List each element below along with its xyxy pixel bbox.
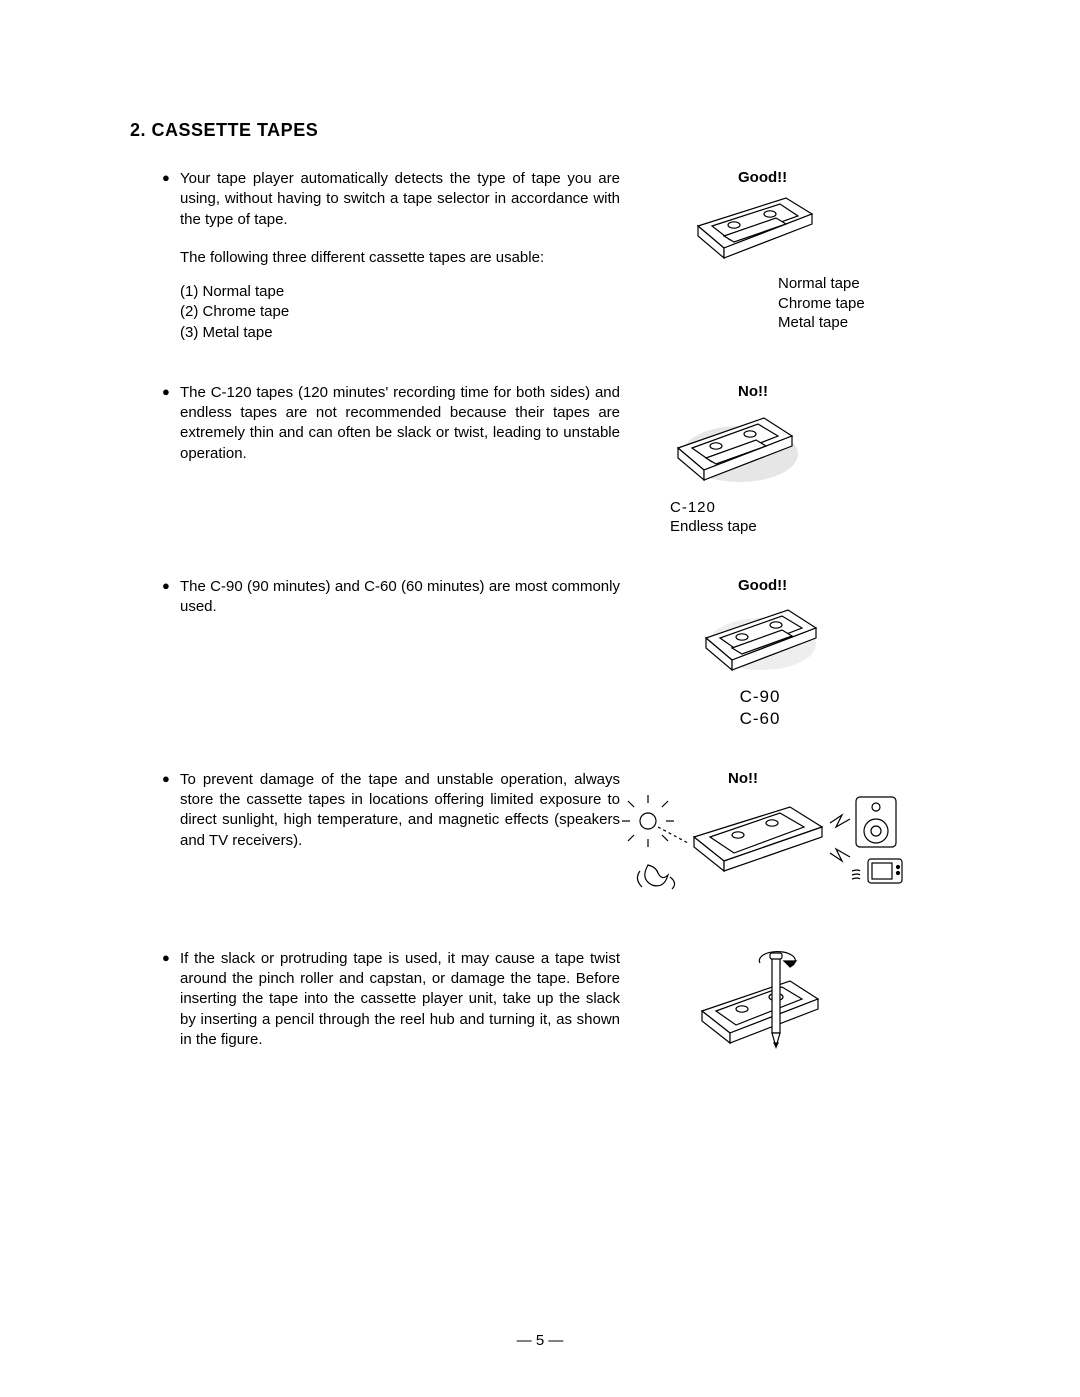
section-3-figure: Good!! C-90 C-60 [620,577,950,730]
status-no: No!! [728,770,950,787]
fig1-caption-l1: Normal tape [778,274,950,294]
fig1-caption-l2: Chrome tape [778,294,950,314]
section-1-sub-intro: The following three different cassette t… [180,248,620,268]
section-5-bullet: If the slack or protruding tape is used,… [162,949,620,1050]
fig3-caption-l1: C-90 [700,686,820,708]
section-1-text: Your tape player automatically detects t… [130,169,620,343]
section-2-figure: No!! C-120 Endless tape [620,383,950,537]
section-3-text: The C-90 (90 minutes) and C-60 (60 minut… [130,577,620,618]
section-4-row: To prevent damage of the tape and unstab… [130,770,950,899]
tape-type-2: (2) Chrome tape [180,302,620,322]
fig2-caption-l2: Endless tape [670,517,950,537]
status-no: No!! [738,383,950,400]
pencil-wind-icon [690,949,840,1069]
fig1-caption-l3: Metal tape [778,313,950,333]
fig2-caption-l1: C-120 [670,498,950,518]
status-good: Good!! [738,169,950,186]
section-2-row: The C-120 tapes (120 minutes' recording … [130,383,950,537]
section-2-text: The C-120 tapes (120 minutes' recording … [130,383,620,464]
cassette-icon [690,192,820,268]
section-4-figure: No!! [620,770,950,899]
fig3-caption-l2: C-60 [700,708,820,730]
section-5-row: If the slack or protruding tape is used,… [130,949,950,1075]
tape-type-3: (3) Metal tape [180,323,620,343]
hazard-scene-icon [620,793,920,893]
cassette-icon [660,406,810,492]
section-2-bullet: The C-120 tapes (120 minutes' recording … [162,383,620,464]
section-5-text: If the slack or protruding tape is used,… [130,949,620,1050]
section-heading: 2. CASSETTE TAPES [130,120,950,141]
section-1-figure: Good!! Normal tape Chrome tape [620,169,950,333]
section-1-bullet: Your tape player automatically detects t… [162,169,620,230]
section-3-bullet: The C-90 (90 minutes) and C-60 (60 minut… [162,577,620,618]
tape-type-1: (1) Normal tape [180,282,620,302]
section-5-figure [620,949,950,1075]
status-good: Good!! [738,577,950,594]
manual-page: 2. CASSETTE TAPES Your tape player autom… [0,0,1080,1397]
section-3-row: The C-90 (90 minutes) and C-60 (60 minut… [130,577,950,730]
section-4-text: To prevent damage of the tape and unstab… [130,770,620,851]
section-4-bullet: To prevent damage of the tape and unstab… [162,770,620,851]
section-1-row: Your tape player automatically detects t… [130,169,950,343]
cassette-icon [690,600,830,680]
page-number: — 5 — [0,1332,1080,1349]
